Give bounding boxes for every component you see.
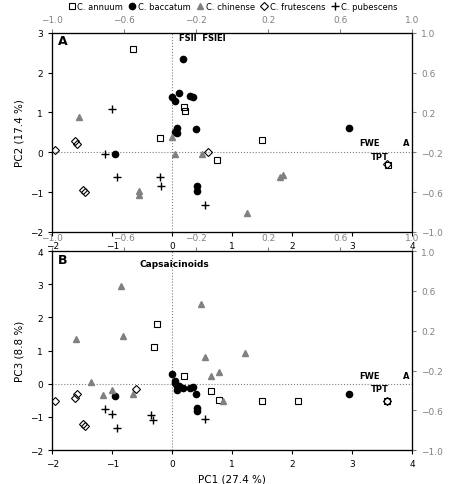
Text: TPT: TPT — [371, 153, 388, 162]
Text: FWE: FWE — [359, 139, 379, 148]
X-axis label: PC1 (27.4 %): PC1 (27.4 %) — [198, 474, 266, 484]
Legend: C. annuum, C. baccatum, C. chinense, C. frutescens, C. pubescens: C. annuum, C. baccatum, C. chinense, C. … — [64, 0, 401, 15]
Text: FWE: FWE — [359, 371, 379, 380]
Text: FSII  FSIEI: FSII FSIEI — [180, 34, 226, 43]
Text: TPT: TPT — [371, 384, 388, 393]
Text: A: A — [58, 35, 68, 48]
Text: Capsaicinoids: Capsaicinoids — [139, 259, 209, 269]
Text: A: A — [403, 139, 410, 148]
Y-axis label: PC2 (17.4 %): PC2 (17.4 %) — [14, 99, 24, 167]
Text: A: A — [403, 371, 410, 380]
X-axis label: PC1 (27.4 %): PC1 (27.4 %) — [198, 256, 266, 266]
Y-axis label: PC3 (8.8 %): PC3 (8.8 %) — [14, 320, 24, 381]
Text: B: B — [58, 253, 68, 266]
